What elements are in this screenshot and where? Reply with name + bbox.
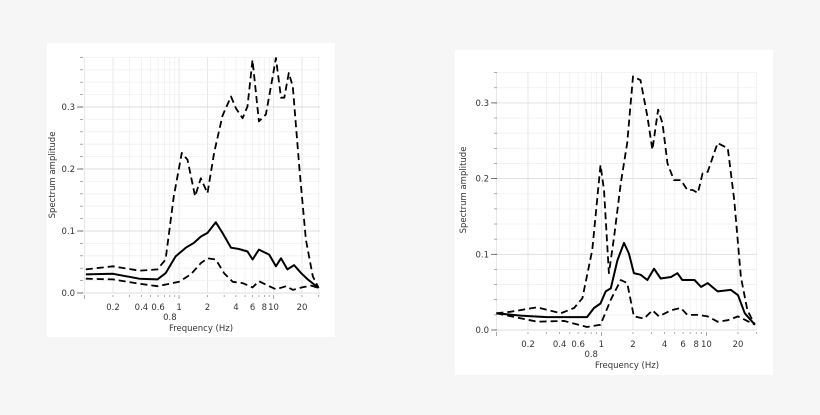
y-axis-label: Spectrum amplitude (48, 132, 58, 219)
series-line-lower-dashed (496, 279, 756, 328)
x-tick-label: 8 (694, 340, 699, 350)
right-chart-panel (455, 50, 773, 375)
y-tick-label: 0.0 (61, 289, 75, 299)
y-tick-label: 0.2 (61, 165, 75, 175)
right-spectrum-chart: Frequency (Hz) Spectrum amplitude 0.0 0.1… (459, 72, 757, 371)
series-line-mean (496, 241, 756, 326)
y-tick-label: 0.0 (475, 326, 489, 336)
x-tick-label: 20 (297, 303, 308, 313)
x-tick-label: 8 (262, 303, 267, 313)
series-line-mean (85, 221, 320, 289)
x-tick-label: 2 (630, 340, 635, 350)
y-tick-label: 0.1 (475, 250, 489, 260)
x-tick-label: 10 (268, 303, 279, 313)
x-tick-label: 0.4 (553, 340, 567, 350)
x-axis-label: Frequency (Hz) (169, 324, 233, 334)
x-tick-label: 4 (233, 303, 238, 313)
x-tick-label: 0.8 (584, 350, 598, 360)
series-line-upper-dashed (85, 57, 320, 289)
y-tick-label: 0.3 (475, 99, 489, 109)
x-tick-label: 1 (599, 340, 604, 350)
x-tick-label: 0.4 (135, 303, 149, 313)
x-tick-label: 0.8 (163, 313, 177, 323)
x-tick-label: 20 (733, 340, 744, 350)
x-tick-label: 6 (680, 340, 685, 350)
left-spectrum-chart: Frequency (Hz) Spectrum amplitude 0.0 0.1… (48, 57, 320, 334)
x-tick-label: 2 (205, 303, 210, 313)
y-tick-label: 0.2 (475, 175, 489, 185)
y-axis-label: Spectrum amplitude (459, 147, 469, 234)
x-tick-label: 4 (662, 340, 667, 350)
x-tick-label: 6 (250, 303, 255, 313)
x-axis-label: Frequency (Hz) (595, 361, 659, 371)
left-chart-panel (47, 43, 335, 337)
x-tick-label: 0.6 (571, 340, 585, 350)
series-line-lower-dashed (85, 257, 319, 291)
x-tick-label: 1 (176, 303, 181, 313)
x-tick-label: 0.2 (521, 340, 535, 350)
y-tick-label: 0.3 (61, 103, 75, 113)
x-tick-label: 0.2 (106, 303, 120, 313)
series-line-upper-dashed (496, 75, 756, 326)
x-tick-label: 10 (701, 340, 712, 350)
x-tick-label: 0.6 (151, 303, 165, 313)
y-tick-label: 0.1 (61, 227, 75, 237)
